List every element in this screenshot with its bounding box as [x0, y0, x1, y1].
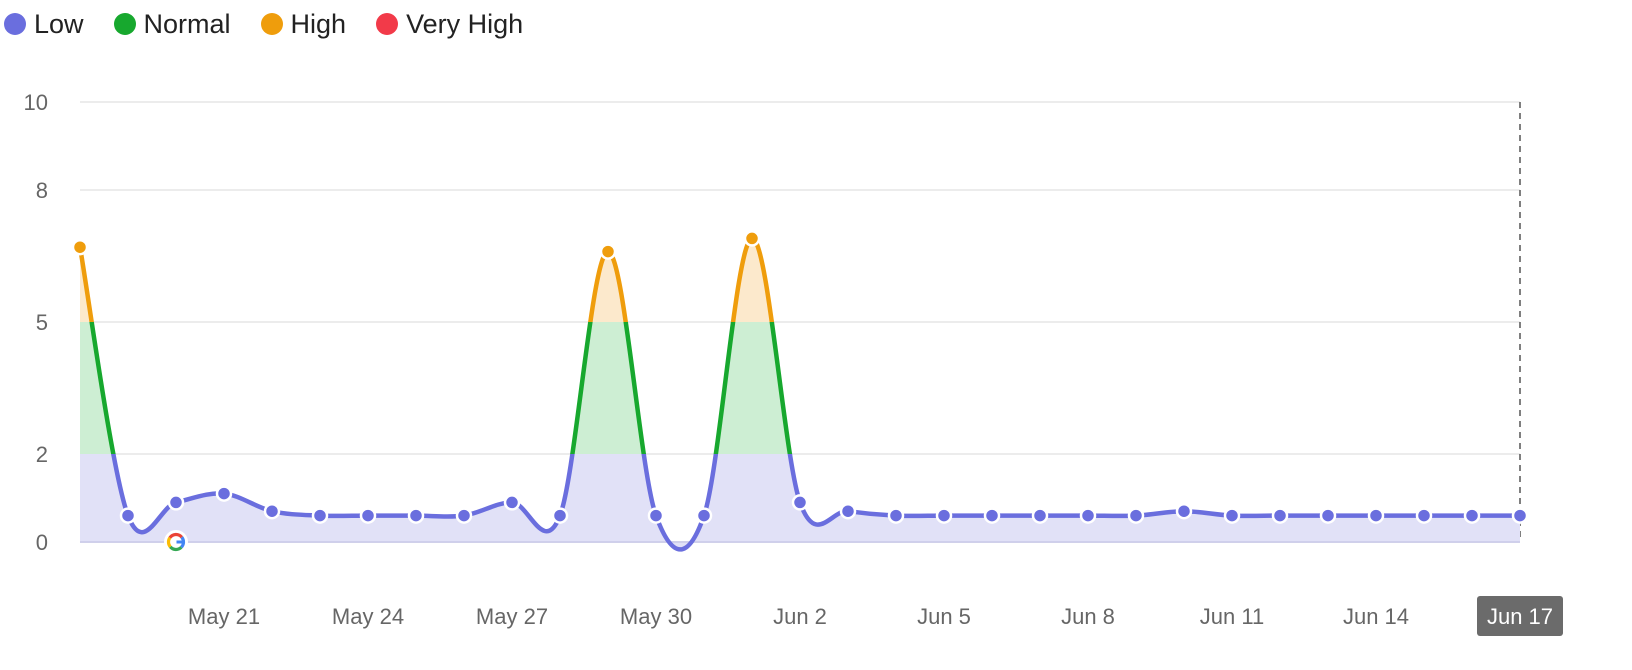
grid: 0 2 5 8 10: [24, 90, 1520, 555]
chart-legend: Low Normal High Very High: [4, 6, 553, 42]
legend-label-very-high: Very High: [406, 8, 524, 39]
data-point[interactable]: [359, 507, 377, 524]
x-tick-label: Jun 17: [1487, 604, 1553, 629]
legend-item-low[interactable]: Low: [4, 9, 84, 40]
data-point[interactable]: [263, 502, 281, 520]
x-tick-label: Jun 2: [773, 604, 827, 629]
x-tick-label: Jun 8: [1061, 604, 1115, 629]
y-tick-label: 2: [36, 442, 48, 467]
legend-dot-high: [260, 13, 283, 35]
data-point[interactable]: [119, 507, 137, 524]
area-band-high: [80, 238, 772, 322]
legend-dot-low: [4, 13, 26, 35]
data-point[interactable]: [71, 238, 89, 256]
data-point[interactable]: [887, 507, 905, 524]
data-point[interactable]: [503, 494, 521, 511]
series-line-high: [77, 236, 775, 322]
y-tick-label: 0: [36, 530, 48, 555]
legend-item-high[interactable]: High: [260, 8, 347, 40]
data-points: [71, 230, 1529, 524]
data-point[interactable]: [407, 507, 425, 524]
data-point[interactable]: [167, 494, 185, 511]
data-point[interactable]: [1127, 507, 1145, 524]
data-point[interactable]: [647, 507, 665, 524]
data-point[interactable]: [311, 507, 329, 524]
data-point[interactable]: [1271, 507, 1289, 524]
data-point[interactable]: [791, 494, 809, 511]
data-point[interactable]: [1079, 507, 1097, 524]
area-band-normal: [80, 322, 790, 454]
area-band-low: [80, 454, 1520, 550]
y-tick-label: 8: [36, 178, 48, 203]
x-tick-label: Jun 14: [1343, 604, 1409, 629]
data-point[interactable]: [983, 507, 1001, 524]
x-tick-label: May 27: [476, 604, 548, 629]
data-point[interactable]: [1319, 507, 1337, 524]
x-tick-label: Jun 11: [1200, 604, 1264, 629]
legend-dot-very-high: [376, 13, 399, 35]
data-point[interactable]: [1367, 507, 1385, 524]
data-point[interactable]: [1511, 507, 1529, 524]
legend-dot-normal: [113, 13, 136, 35]
legend-item-normal[interactable]: Normal: [113, 8, 231, 40]
x-tick-label: May 24: [332, 604, 404, 629]
legend-label-normal: Normal: [143, 8, 231, 39]
data-point[interactable]: [1175, 502, 1193, 520]
data-point[interactable]: [455, 507, 473, 524]
x-tick-label: May 21: [188, 604, 260, 629]
y-tick-label: 5: [36, 310, 48, 335]
data-point[interactable]: [743, 230, 761, 247]
legend-label-high: High: [290, 8, 347, 39]
data-point[interactable]: [1463, 507, 1481, 524]
legend-label-low: Low: [34, 8, 84, 39]
data-point[interactable]: [599, 243, 617, 260]
data-point[interactable]: [1031, 507, 1049, 524]
data-point[interactable]: [1415, 507, 1433, 524]
area-fills: [80, 238, 1520, 550]
x-axis: May 21 May 24 May 27 May 30 Jun 2 Jun 5 Jun 8 J…: [188, 596, 1563, 636]
data-point[interactable]: [695, 507, 713, 524]
data-point[interactable]: [839, 502, 857, 520]
y-tick-label: 10: [24, 90, 48, 115]
google-icon[interactable]: [164, 530, 188, 554]
x-tick-label: Jun 5: [917, 604, 971, 629]
legend-item-very-high[interactable]: Very High: [376, 9, 523, 40]
x-tick-highlight: [1477, 596, 1563, 636]
data-point[interactable]: [551, 507, 569, 524]
data-point[interactable]: [935, 507, 953, 524]
data-point[interactable]: [215, 485, 233, 502]
data-point[interactable]: [1223, 507, 1241, 524]
x-tick-label: May 30: [620, 604, 692, 629]
